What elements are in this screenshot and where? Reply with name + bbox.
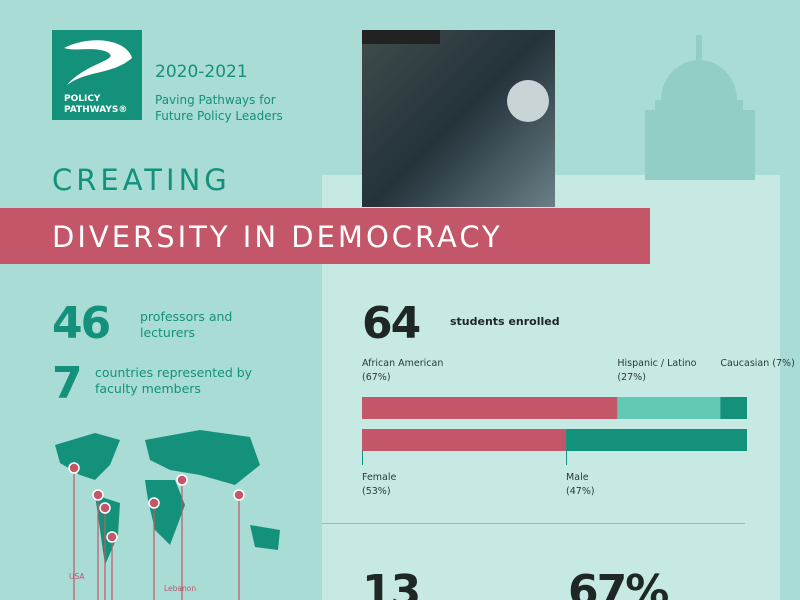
- segment-value: (67%): [362, 372, 391, 383]
- segment-value: (27%): [617, 372, 646, 383]
- stat-number: 13: [362, 566, 421, 600]
- capitol: [645, 35, 755, 180]
- stat-number: 67%: [568, 566, 669, 600]
- stat-number: 46: [52, 298, 111, 349]
- stat-number: 64: [362, 298, 421, 349]
- segment-value: (7%): [772, 358, 795, 369]
- segment-value: (53%): [362, 486, 391, 497]
- stat-text: countries represented by faculty members: [95, 365, 253, 396]
- segment-name: Female: [362, 472, 397, 483]
- bar-segment: [566, 429, 747, 451]
- logo: POLICY PATHWAYS®: [52, 30, 142, 120]
- bar-segment: [362, 429, 567, 451]
- banner: DIVERSITY IN DEMOCRACY: [0, 208, 650, 264]
- photo: [362, 30, 555, 207]
- segment-label: African American (67%): [362, 357, 462, 385]
- segment-label: Caucasian (7%): [720, 357, 800, 371]
- bar-segment: [362, 397, 618, 419]
- bar-segment: [720, 397, 747, 419]
- map-label: Lebanon: [164, 584, 197, 593]
- stat-text: professors and lecturers: [140, 309, 233, 340]
- segment-label: Female (53%): [362, 471, 412, 499]
- banner-text: DIVERSITY IN DEMOCRACY: [52, 220, 503, 254]
- logo-text: POLICY PATHWAYS®: [64, 94, 128, 115]
- tagline: Future Policy Leaders: [155, 109, 283, 123]
- year: 2020-2021: [155, 62, 248, 82]
- divider: [322, 523, 745, 524]
- stat-text: students enrolled: [450, 315, 560, 328]
- map-label: USA: [69, 572, 85, 581]
- segment-value: (47%): [566, 486, 595, 497]
- segment-label: Male (47%): [566, 471, 616, 499]
- bar-segment: [617, 397, 721, 419]
- segment-name: Caucasian: [720, 358, 770, 369]
- segment-name: Hispanic / Latino: [617, 358, 697, 369]
- tagline: Paving Pathways for: [155, 93, 276, 107]
- segment-name: African American: [362, 358, 444, 369]
- segment-label: Hispanic / Latino (27%): [617, 357, 697, 385]
- stat-number: 7: [52, 358, 83, 409]
- kicker: CREATING: [52, 163, 231, 197]
- segment-name: Male: [566, 472, 589, 483]
- world-map: [55, 430, 280, 600]
